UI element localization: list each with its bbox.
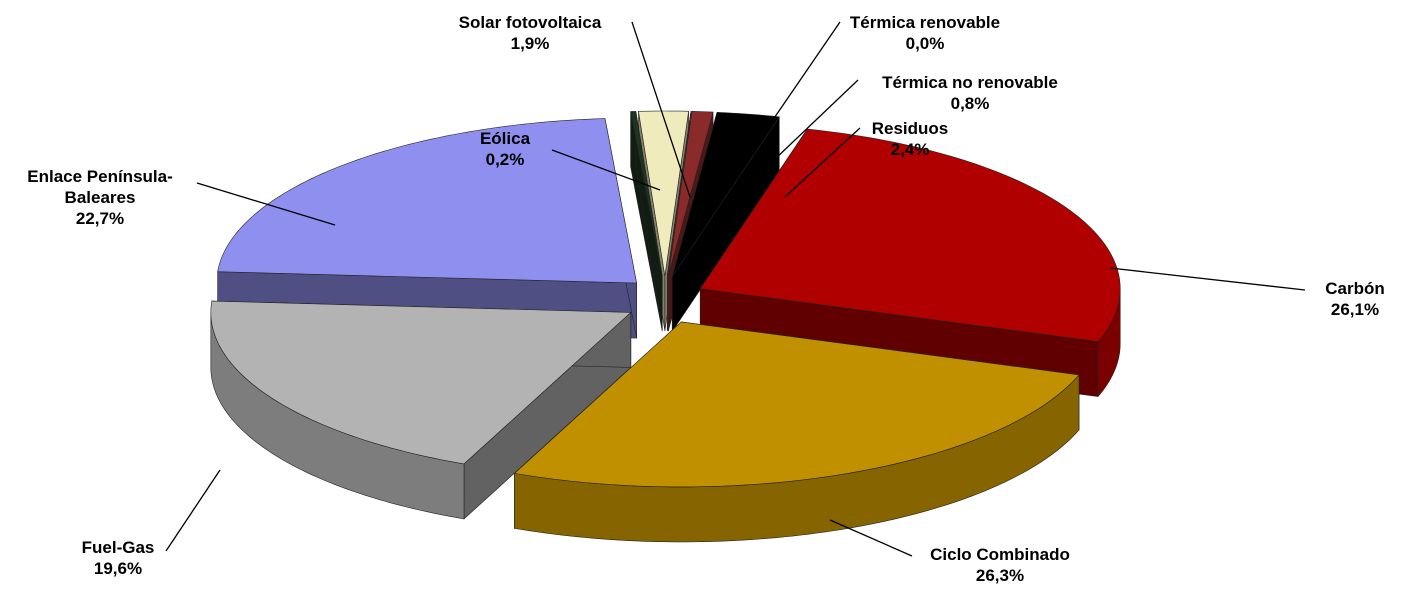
slice-name: Térmica no renovable xyxy=(882,73,1058,92)
slice-name: Eólica xyxy=(479,129,531,148)
slice-top xyxy=(630,111,663,277)
slice-label: Solar fotovoltaica 1,9% xyxy=(410,12,650,54)
slice-label: Eólica 0,2% xyxy=(425,128,585,170)
leader-line xyxy=(196,182,336,226)
slice-name: Fuel-Gas xyxy=(81,538,155,557)
slice-label: Carbón 26,1% xyxy=(1295,278,1415,320)
leader-line xyxy=(165,469,221,552)
leader-line xyxy=(551,149,661,191)
slice-name: Solar fotovoltaica xyxy=(458,13,602,32)
slice xyxy=(513,321,1080,543)
slice-top xyxy=(671,112,780,277)
slice-value: 26,1% xyxy=(1330,300,1380,319)
slice-value: 0,8% xyxy=(950,94,990,113)
slice-name: Carbón xyxy=(1325,279,1385,298)
leader-line xyxy=(1109,267,1306,291)
slice-value: 2,4% xyxy=(890,140,930,159)
leader-line xyxy=(731,79,859,201)
slice-label: Residuos 2,4% xyxy=(830,118,990,160)
slice-value: 22,7% xyxy=(75,209,125,228)
slice-name: Enlace Península-Baleares xyxy=(27,167,173,207)
slice-value: 26,3% xyxy=(975,566,1025,585)
slice-label: Térmica renovable 0,0% xyxy=(805,12,1045,54)
slice-top xyxy=(210,300,632,465)
slice-top xyxy=(217,118,637,284)
slice-label: Enlace Península-Baleares 22,7% xyxy=(5,166,195,229)
slice-top xyxy=(513,321,1080,488)
slice xyxy=(210,300,632,520)
leader-line xyxy=(631,21,691,198)
slice-top xyxy=(667,111,714,277)
slice-name: Térmica renovable xyxy=(849,13,1001,32)
leader-line xyxy=(719,21,841,198)
slice-value: 0,0% xyxy=(905,34,945,53)
slice-label: Fuel-Gas 19,6% xyxy=(58,537,178,579)
slice-top xyxy=(699,128,1121,342)
slice-name: Ciclo Combinado xyxy=(930,545,1070,564)
leader-line xyxy=(829,519,913,557)
slice-top xyxy=(638,110,689,277)
leader-line xyxy=(784,127,861,198)
slice-name: Residuos xyxy=(871,119,949,138)
slice xyxy=(671,112,780,333)
slice-value: 1,9% xyxy=(510,34,550,53)
slice-value: 0,2% xyxy=(485,150,525,169)
slice xyxy=(630,111,663,332)
slice-value: 19,6% xyxy=(93,559,143,578)
slice-label: Térmica no renovable 0,8% xyxy=(830,72,1110,114)
slice-label: Ciclo Combinado 26,3% xyxy=(890,544,1110,586)
